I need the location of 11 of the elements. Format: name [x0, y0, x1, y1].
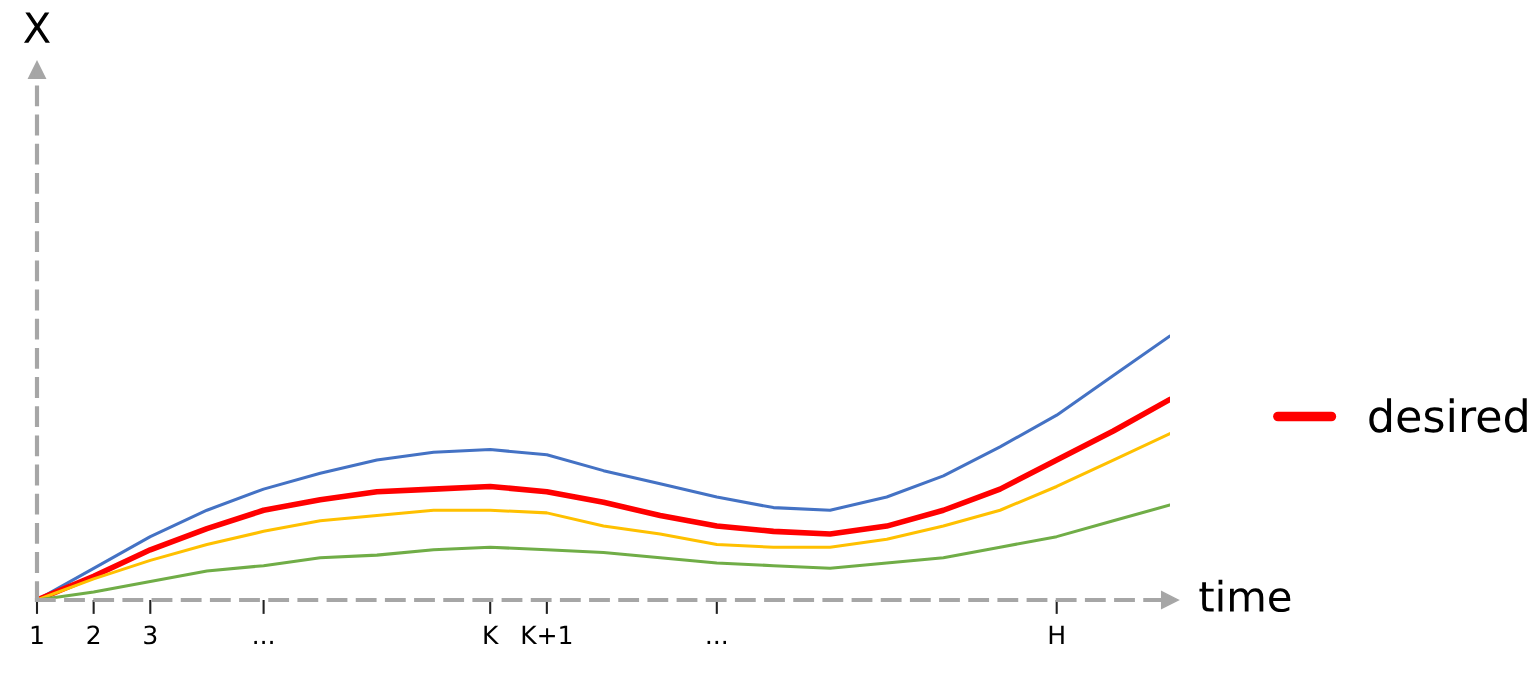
text: X	[23, 12, 50, 43]
x-tick-label: K	[484, 625, 499, 644]
x-tick-label: ...	[254, 640, 273, 644]
x-tick-label: ...	[707, 640, 727, 644]
x-tick-label: H	[1049, 625, 1064, 644]
x-tick-label: K+1	[522, 625, 572, 644]
x-tick-label: 2	[87, 625, 100, 644]
x-axis-title: time	[1199, 579, 1291, 613]
x-tick-label: 1	[31, 625, 43, 644]
x-tick-label: 3	[144, 625, 157, 645]
legend-label: desired	[1369, 398, 1527, 433]
